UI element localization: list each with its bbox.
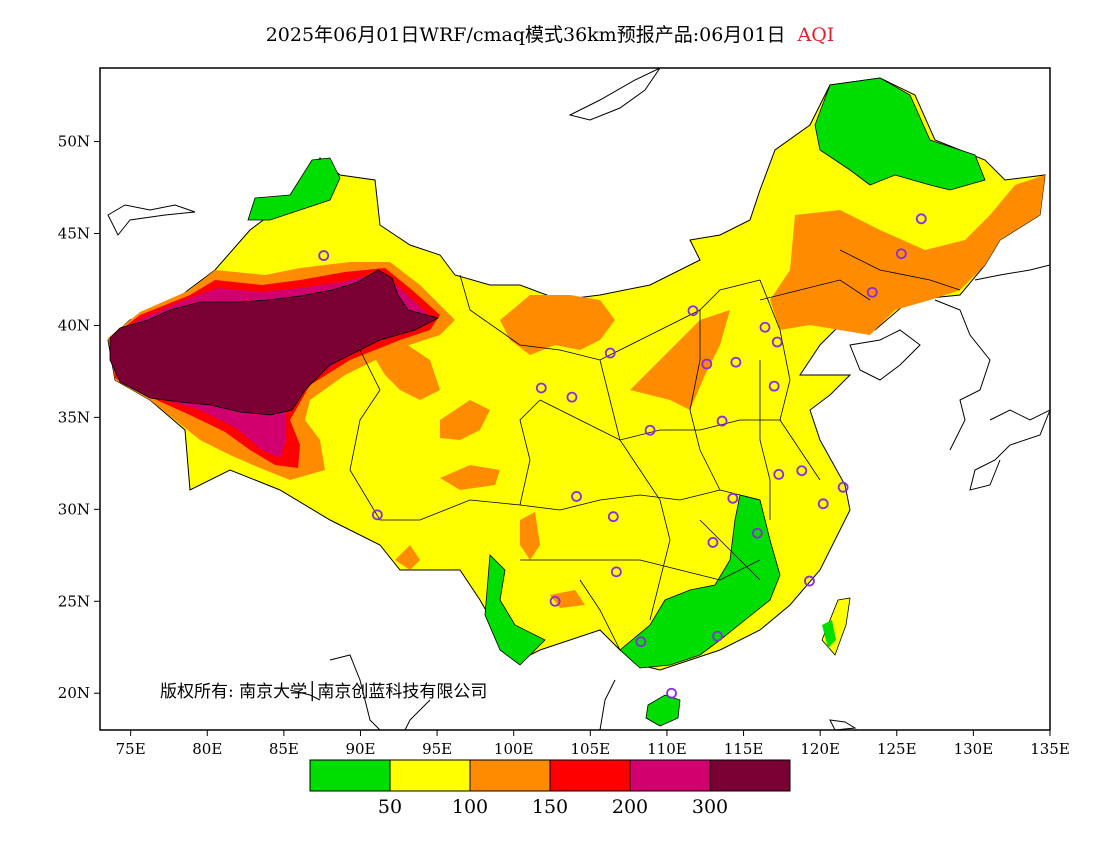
lat-tick-label: 40N (58, 316, 90, 334)
legend-break-label: 100 (452, 796, 488, 818)
station-marker (604, 347, 616, 359)
station-marker (804, 575, 815, 587)
station-marker (635, 636, 647, 648)
station-marker (773, 468, 785, 480)
lon-tick-label: 90E (345, 740, 375, 758)
aqi-region-orange-northeast (770, 175, 1045, 335)
lon-tick-label: 115E (724, 740, 764, 758)
lat-tick-label: 25N (58, 592, 90, 610)
station-marker (607, 511, 619, 523)
copyright-text: 版权所有: 南京大学│南京创蓝科技有限公司 (160, 681, 487, 702)
station-marker (796, 465, 808, 477)
station-marker (701, 358, 713, 370)
station-marker (817, 498, 829, 510)
lat-tick-label: 20N (58, 684, 90, 702)
lat-tick-label: 50N (58, 133, 90, 151)
legend-swatch (629, 759, 711, 792)
lon-tick-label: 135E (1030, 740, 1070, 758)
lon-tick-label: 80E (192, 740, 222, 758)
lon-tick-label: 75E (116, 740, 146, 758)
legend-swatch (309, 759, 391, 792)
station-marker (759, 321, 771, 333)
map-plot-area (107, 68, 1050, 730)
station-marker (687, 305, 699, 317)
map-title: 2025年06月01日WRF/cmaq模式36km预报产品:06月01日 AQI (0, 20, 1100, 47)
aqi-region-orange-qinghai (370, 340, 440, 400)
aqi-region-orange-loess (500, 295, 615, 355)
color-legend: 50 100 150 200 300 (309, 759, 791, 818)
station-marker (771, 336, 783, 348)
station-marker (610, 566, 622, 578)
station-marker (837, 481, 849, 493)
station-marker (535, 382, 547, 394)
latitude-axis: 20N 25N 30N 35N 40N 45N 50N (58, 133, 100, 702)
aqi-region-orange-tibet-south (395, 545, 420, 570)
aqi-region-orange-sichuan (440, 465, 500, 490)
legend-break-label: 150 (532, 796, 568, 818)
title-main: 2025年06月01日WRF/cmaq模式36km预报产品:06月01日 (265, 24, 786, 46)
station-marker (712, 630, 723, 642)
station-marker (707, 537, 719, 548)
aqi-region-green-northeast (814, 77, 986, 191)
station-marker (895, 248, 907, 260)
aqi-region-maroon (109, 269, 440, 416)
station-marker (727, 492, 739, 504)
lat-tick-label: 35N (58, 408, 90, 426)
coastlines (107, 68, 1050, 730)
legend-swatch (389, 759, 471, 792)
station-marker (751, 527, 763, 539)
aqi-region-orange-north (630, 310, 730, 410)
aqi-region-green-southeast (619, 494, 781, 669)
station-marker (644, 424, 656, 436)
station-marker (866, 286, 878, 298)
aqi-region-green-hainan (645, 694, 681, 727)
aqi-region-orange-tibet (440, 400, 490, 440)
longitude-axis: 75E 80E 85E 90E 95E 100E 105E 110E 115E 120E 125E 1… (116, 730, 1070, 758)
aqi-region-orange-south (520, 512, 540, 560)
lon-tick-label: 85E (269, 740, 299, 758)
station-marker (549, 595, 561, 607)
station-marker (716, 415, 728, 427)
legend-swatch (469, 759, 551, 792)
legend-break-label: 300 (692, 796, 728, 818)
lon-tick-label: 95E (422, 740, 452, 758)
legend-break-label: 200 (612, 796, 648, 818)
map-frame (99, 67, 1051, 731)
station-marker (371, 509, 383, 521)
lat-tick-label: 45N (58, 225, 90, 243)
station-marker (730, 356, 742, 368)
lon-tick-label: 105E (571, 740, 611, 758)
legend-break-label: 50 (378, 796, 402, 818)
station-marker (566, 391, 578, 403)
aqi-region-green-altai (247, 157, 341, 221)
aqi-region-green-taiwan (822, 620, 836, 648)
station-marker (915, 213, 927, 225)
legend-swatch (709, 759, 791, 792)
lon-tick-label: 120E (800, 740, 840, 758)
legend-swatch (549, 759, 631, 792)
province-boundaries (349, 249, 961, 651)
station-marker (318, 250, 330, 261)
lat-tick-label: 30N (58, 500, 90, 518)
station-marker (666, 687, 677, 699)
city-stations (318, 213, 927, 699)
lon-tick-label: 110E (647, 740, 687, 758)
aqi-region-green-yunnan (484, 554, 546, 666)
station-marker (768, 380, 780, 392)
lon-tick-label: 125E (877, 740, 917, 758)
station-marker (571, 491, 582, 502)
lon-tick-label: 100E (494, 740, 534, 758)
lon-tick-label: 130E (954, 740, 994, 758)
title-product: AQI (797, 24, 835, 46)
